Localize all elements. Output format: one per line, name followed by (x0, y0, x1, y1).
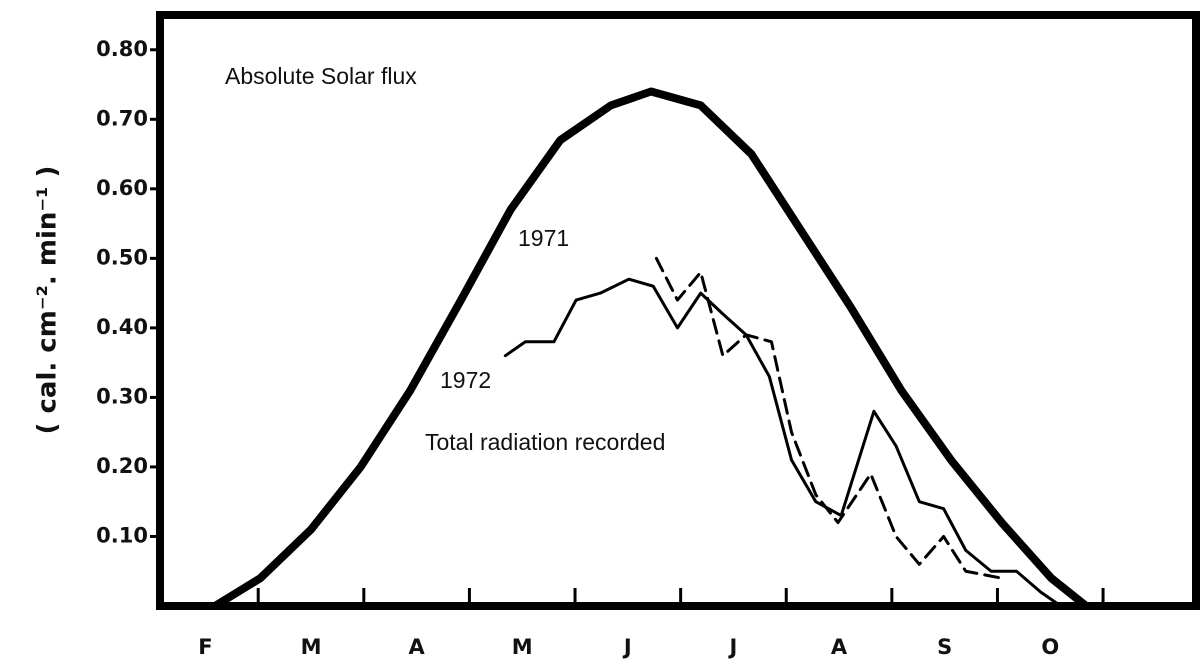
annotation: 1971 (518, 225, 569, 251)
y-tick-label: 0.40 (96, 315, 148, 339)
x-tick-label: A (831, 635, 848, 659)
y-tick-label: 0.50 (96, 245, 148, 269)
x-tick-label: M (512, 635, 533, 659)
series-line (654, 256, 1004, 580)
y-tick-label: 0.10 (96, 523, 148, 547)
x-tick-label: S (937, 635, 952, 659)
y-tick-label: 0.60 (96, 176, 148, 200)
annotation: Absolute Solar flux (225, 63, 417, 89)
x-tick-label: F (198, 635, 212, 659)
x-tick-label: J (622, 635, 632, 659)
y-tick-label: 0.80 (96, 37, 148, 61)
x-tick-label: O (1041, 635, 1059, 659)
y-tick-label: 0.30 (96, 384, 148, 408)
x-tick-label: A (408, 635, 425, 659)
annotation: Total radiation recorded (425, 429, 665, 455)
annotation: 1972 (440, 367, 491, 393)
y-tick-label: 0.70 (96, 106, 148, 130)
y-axis-label: ( cal. cm⁻². min⁻¹ ) (33, 166, 63, 435)
y-tick-label: 0.20 (96, 454, 148, 478)
x-tick-label: M (301, 635, 322, 659)
plot-frame (156, 11, 1200, 610)
series-line (210, 87, 1091, 610)
x-tick-label: J (728, 635, 738, 659)
series-line (503, 277, 1063, 608)
